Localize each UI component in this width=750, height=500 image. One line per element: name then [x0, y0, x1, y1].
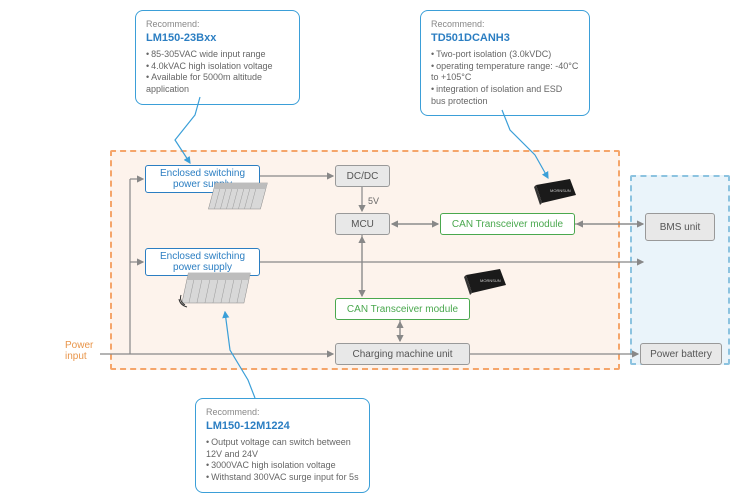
battery-block: Power battery: [640, 343, 722, 365]
block-label: MCU: [351, 219, 374, 230]
bms-block: BMS unit: [645, 213, 715, 241]
block-label: Power battery: [650, 349, 712, 360]
side-dashed-region: [630, 175, 730, 365]
bullet: Available for 5000m altitude application: [146, 72, 289, 95]
can2-block: CAN Transceiver module: [335, 298, 470, 320]
callout-lm150-12m1224: Recommend: LM150-12M1224 Output voltage …: [195, 398, 370, 493]
psu1-image: [205, 177, 275, 217]
block-label: BMS unit: [660, 222, 701, 233]
block-label: CAN Transceiver module: [452, 219, 563, 230]
block-label: CAN Transceiver module: [347, 304, 458, 315]
bullet: 85-305VAC wide input range: [146, 49, 289, 61]
block-label: DC/DC: [347, 171, 379, 182]
rec-label: Recommend:: [206, 407, 359, 419]
bullet-list: Two-port isolation (3.0kVDC) operating t…: [431, 49, 579, 107]
block-label: Charging machine unit: [352, 349, 452, 360]
transceiver1-image: MORNSUN: [530, 175, 578, 207]
rec-name: LM150-23Bxx: [146, 31, 289, 45]
bullet: Withstand 300VAC surge input for 5s: [206, 472, 359, 484]
mcu-block: MCU: [335, 213, 390, 235]
power-input-label: Power input: [65, 340, 115, 362]
bullet: 3000VAC high isolation voltage: [206, 460, 359, 472]
label-text: Power input: [65, 340, 93, 362]
psu2-image: [175, 265, 265, 315]
rec-label: Recommend:: [146, 19, 289, 31]
bullet-list: 85-305VAC wide input range 4.0kVAC high …: [146, 49, 289, 96]
bullet: 4.0kVAC high isolation voltage: [146, 61, 289, 73]
svg-text:MORNSUN: MORNSUN: [550, 188, 571, 193]
svg-text:MORNSUN: MORNSUN: [480, 278, 501, 283]
transceiver2-image: MORNSUN: [460, 265, 508, 297]
callout-lm150-23bxx: Recommend: LM150-23Bxx 85-305VAC wide in…: [135, 10, 300, 105]
bullet-list: Output voltage can switch between 12V an…: [206, 437, 359, 484]
bullet: operating temperature range: -40°C to +1…: [431, 61, 579, 84]
bullet: Two-port isolation (3.0kVDC): [431, 49, 579, 61]
charging-block: Charging machine unit: [335, 343, 470, 365]
callout-td501: Recommend: TD501DCANH3 Two-port isolatio…: [420, 10, 590, 116]
can1-block: CAN Transceiver module: [440, 213, 575, 235]
rec-label: Recommend:: [431, 19, 579, 31]
bullet: Output voltage can switch between 12V an…: [206, 437, 359, 460]
bullet: integration of isolation and ESD bus pro…: [431, 84, 579, 107]
five-v-label: 5V: [368, 196, 379, 206]
dcdc-block: DC/DC: [335, 165, 390, 187]
rec-name: LM150-12M1224: [206, 419, 359, 433]
label-text: 5V: [368, 196, 379, 206]
rec-name: TD501DCANH3: [431, 31, 579, 45]
